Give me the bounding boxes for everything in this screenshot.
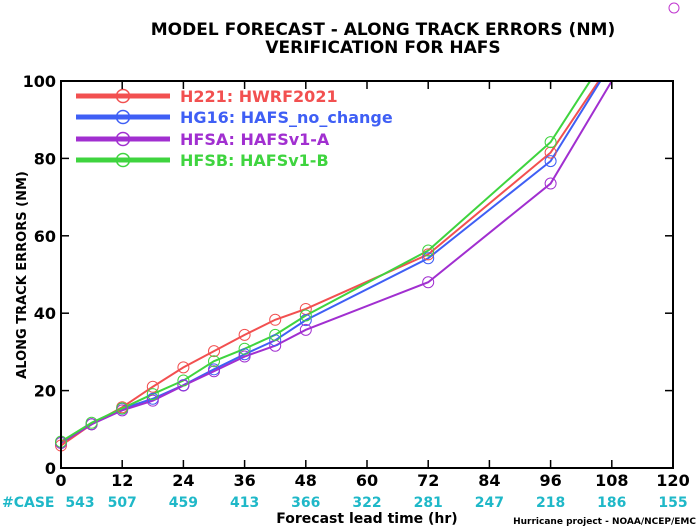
case-count: 218 [536, 495, 565, 511]
case-count: 366 [291, 495, 320, 511]
y-tick-label: 100 [23, 72, 56, 91]
legend-marker [115, 131, 131, 147]
case-counts: 543 507 459 413 366 322 281 247 218 186 155 [65, 495, 687, 511]
case-count: 413 [230, 495, 259, 511]
x-tick-label: 120 [656, 471, 689, 490]
case-count: 459 [169, 495, 198, 511]
series-point [299, 314, 312, 327]
case-label: #CASE [2, 495, 55, 511]
x-tick-label: 72 [417, 471, 439, 490]
y-tick-label: 80 [34, 149, 56, 168]
y-axis-label: ALONG TRACK ERRORS (NM) [15, 171, 30, 379]
x-tick-label: 12 [111, 471, 133, 490]
series-line [61, 81, 613, 444]
series-point [238, 328, 251, 341]
series-point [544, 177, 557, 190]
series-point [422, 248, 435, 261]
case-count: 507 [108, 495, 137, 511]
series-point [544, 146, 557, 159]
series-point [208, 345, 220, 358]
legend: H221: HWRF2021 HG16: HAFS_no_change HFSA: … [76, 87, 393, 170]
x-tick-label: 60 [356, 471, 378, 490]
y-tick-label: 60 [34, 227, 56, 246]
chart-title-line2: VERIFICATION FOR HAFS [265, 38, 500, 58]
x-tick-label: 108 [595, 471, 628, 490]
series-point [544, 136, 557, 149]
x-tick-label: 84 [478, 471, 500, 490]
series-point [85, 416, 98, 429]
series-point [177, 374, 190, 387]
x-axis-label: Forecast lead time (hr) [276, 511, 457, 526]
y-tick-label: 0 [45, 459, 56, 478]
series-point [544, 155, 557, 168]
series-point [238, 342, 251, 355]
series-point [146, 380, 159, 393]
legend-label: HG16: HAFS_no_change [180, 108, 393, 127]
series-point [269, 328, 282, 341]
legend-label: H221: HWRF2021 [180, 87, 338, 106]
series-point [208, 355, 220, 368]
series-point [238, 350, 251, 363]
case-count: 281 [414, 495, 443, 511]
legend-marker [115, 88, 131, 104]
credit-text: Hurricane project - NOAA/NCEP/EMC [513, 517, 696, 526]
series-point [177, 361, 190, 374]
chart-title-line1: MODEL FORECAST - ALONG TRACK ERRORS (NM) [151, 20, 616, 40]
legend-marker [115, 152, 131, 168]
x-tick-label: 36 [233, 471, 255, 490]
x-tick-label: 48 [295, 471, 317, 490]
series-point [269, 313, 282, 326]
case-count: 247 [475, 495, 504, 511]
legend-marker [115, 109, 131, 125]
series-point [146, 388, 159, 401]
corner-circle-marker [668, 2, 680, 14]
series-point [177, 379, 190, 392]
series-line [61, 81, 602, 444]
series-point [422, 244, 435, 257]
case-count: 186 [597, 495, 626, 511]
series-point [269, 334, 282, 347]
case-count: 322 [352, 495, 381, 511]
series-point [422, 252, 435, 265]
series-point [146, 394, 159, 407]
y-tick-label: 40 [34, 304, 56, 323]
x-tick-label: 24 [172, 471, 194, 490]
legend-label: HFSA: HAFSv1-A [180, 130, 330, 149]
series-point [422, 276, 435, 289]
series-point [116, 402, 129, 415]
series-point [208, 365, 220, 378]
x-tick-label: 0 [55, 471, 66, 490]
case-count: 543 [65, 495, 94, 511]
series-point [299, 309, 312, 322]
y-tick-label: 20 [34, 382, 56, 401]
legend-label: HFSB: HAFSv1-B [180, 151, 329, 170]
axes: 0 12 24 36 48 60 72 84 96 108 120 0 20 40 60 80 100 [23, 72, 690, 490]
series-point [299, 323, 312, 336]
x-tick-label: 96 [539, 471, 561, 490]
case-count: 155 [658, 495, 687, 511]
